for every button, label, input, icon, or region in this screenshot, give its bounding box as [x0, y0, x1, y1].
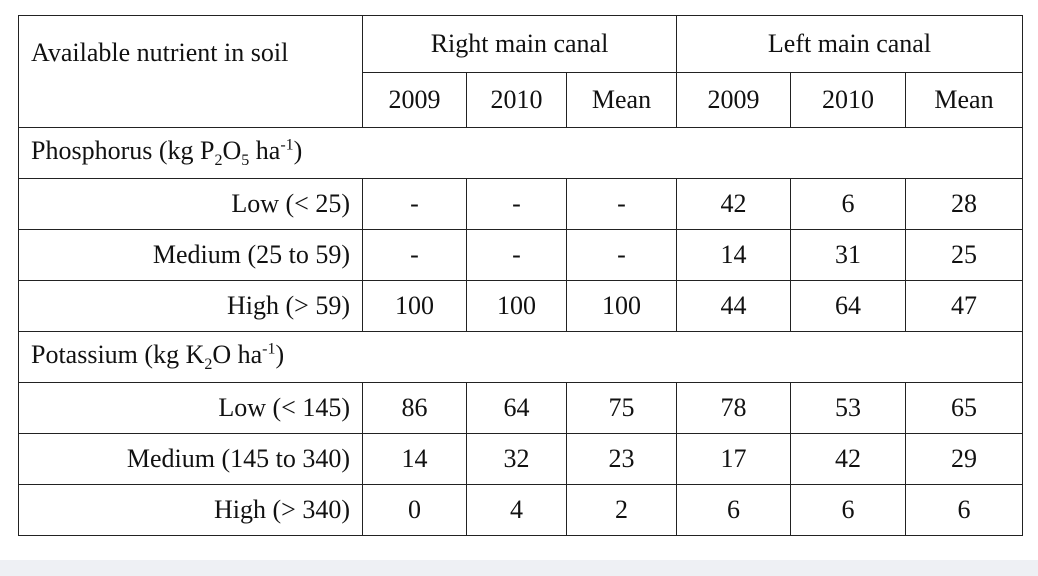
column-header: Mean — [905, 72, 1023, 128]
value-cell: 86 — [362, 382, 467, 434]
value-cell: 47 — [905, 280, 1023, 332]
value-cell: 64 — [790, 280, 906, 332]
value-cell: 100 — [362, 280, 467, 332]
value-cell: 0 — [362, 484, 467, 536]
row-label: Medium (25 to 59) — [18, 229, 363, 281]
value-cell: 6 — [790, 484, 906, 536]
value-cell: 23 — [566, 433, 677, 485]
section-title-part: ) — [275, 339, 285, 369]
value-cell: 100 — [466, 280, 567, 332]
value-cell: 53 — [790, 382, 906, 434]
value-cell: 4 — [466, 484, 567, 536]
column-header: 2009 — [676, 72, 791, 128]
section-title: Phosphorus (kg P2O5 ha-1) — [18, 127, 1023, 179]
group-header: Right main canal — [362, 15, 677, 73]
data-row: Low (< 145) 86 64 75 78 53 65 — [18, 382, 1023, 434]
value-cell: 2 — [566, 484, 677, 536]
value-cell: 17 — [676, 433, 791, 485]
section-row: Potassium (kg K2O ha-1) — [18, 331, 1023, 383]
section-title-part: ha — [249, 135, 281, 165]
data-row: High (> 340) 0 4 2 6 6 6 — [18, 484, 1023, 536]
row-label: Medium (145 to 340) — [18, 433, 363, 485]
value-cell: 78 — [676, 382, 791, 434]
row-label: Low (< 145) — [18, 382, 363, 434]
section-title-part: O — [222, 135, 242, 165]
document: Available nutrient in soil Right main ca… — [0, 0, 1038, 560]
row-label: High (> 340) — [18, 484, 363, 536]
value-cell: - — [566, 229, 677, 281]
group-header: Left main canal — [676, 15, 1023, 73]
section-title-part: Potassium (kg K — [31, 339, 205, 369]
nutrient-table: Available nutrient in soil Right main ca… — [18, 15, 1023, 536]
value-cell: - — [362, 229, 467, 281]
row-label: High (> 59) — [18, 280, 363, 332]
value-cell: 31 — [790, 229, 906, 281]
section-row: Phosphorus (kg P2O5 ha-1) — [18, 127, 1023, 179]
value-cell: - — [466, 229, 567, 281]
section-title: Potassium (kg K2O ha-1) — [18, 331, 1023, 383]
section-title-part: 2 — [214, 152, 223, 170]
section-title-part: 2 — [204, 356, 213, 374]
value-cell: 42 — [790, 433, 906, 485]
value-cell: - — [362, 178, 467, 230]
section-title-part: O ha — [212, 339, 263, 369]
value-cell: 64 — [466, 382, 567, 434]
value-cell: 65 — [905, 382, 1023, 434]
data-row: Low (< 25) - - -42 6 28 — [18, 178, 1023, 230]
value-cell: 44 — [676, 280, 791, 332]
value-cell: 6 — [790, 178, 906, 230]
value-cell: 6 — [905, 484, 1023, 536]
value-cell: 14 — [362, 433, 467, 485]
column-header: Mean — [566, 72, 677, 128]
value-cell: 75 — [566, 382, 677, 434]
value-cell: 42 — [676, 178, 791, 230]
column-header: 2010 — [466, 72, 567, 128]
column-header: 2010 — [790, 72, 906, 128]
value-cell: - — [466, 178, 567, 230]
value-cell: - — [566, 178, 677, 230]
row-label-header: Available nutrient in soil — [18, 15, 363, 128]
data-row: Medium (25 to 59) - - -14 31 25 — [18, 229, 1023, 281]
value-cell: 25 — [905, 229, 1023, 281]
value-cell: 100 — [566, 280, 677, 332]
column-header: 2009 — [362, 72, 467, 128]
value-cell: 29 — [905, 433, 1023, 485]
row-label: Low (< 25) — [18, 178, 363, 230]
section-title-part: -1 — [280, 136, 294, 154]
value-cell: 6 — [676, 484, 791, 536]
section-title-part: 5 — [241, 152, 250, 170]
section-title-part: Phosphorus (kg P — [31, 135, 215, 165]
section-title-part: -1 — [262, 340, 276, 358]
value-cell: 32 — [466, 433, 567, 485]
value-cell: 14 — [676, 229, 791, 281]
data-row: High (> 59) 100 100 100 44 64 47 — [18, 280, 1023, 332]
section-title-part: ) — [293, 135, 303, 165]
data-row: Medium (145 to 340) 14 32 23 17 42 29 — [18, 433, 1023, 485]
value-cell: 28 — [905, 178, 1023, 230]
